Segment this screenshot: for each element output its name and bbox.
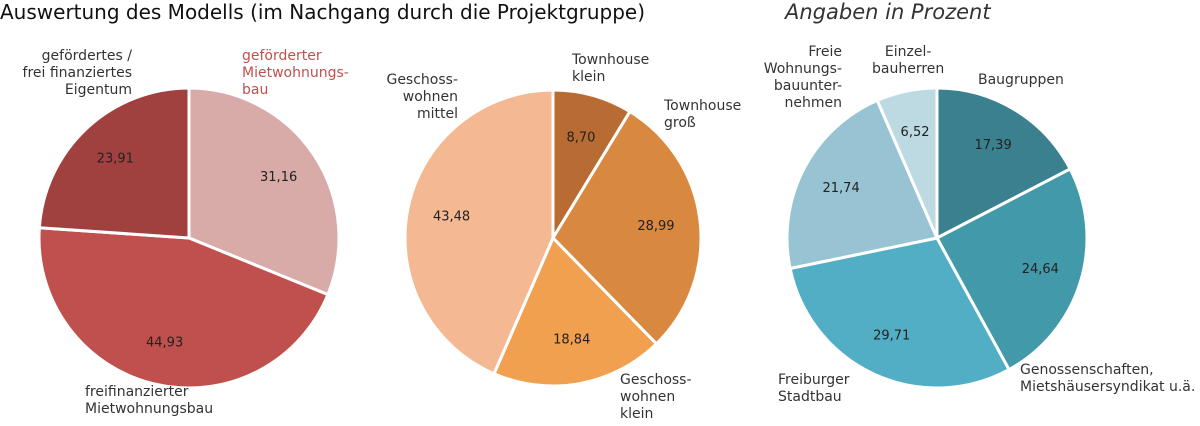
category-label: Freiburger Stadtbau	[778, 372, 850, 405]
value-label: 23,91	[97, 152, 134, 167]
pie-slice	[935, 86, 1073, 241]
value-label: 18,84	[553, 332, 590, 347]
category-label: Townhouse klein	[572, 52, 650, 85]
category-label: Einzel- bauherren	[872, 44, 945, 77]
value-label: 17,39	[975, 138, 1012, 153]
pie-slice	[551, 109, 703, 346]
pie-slice	[492, 235, 659, 388]
value-label: 21,74	[823, 181, 860, 196]
category-label: geförderter Mietwohnungs- bau	[242, 48, 349, 98]
value-label: 31,16	[260, 170, 297, 185]
category-label: Townhouse groß	[664, 98, 742, 131]
value-label: 29,71	[873, 329, 910, 344]
value-label: 8,70	[566, 131, 595, 146]
category-label: Baugruppen	[978, 72, 1064, 88]
subtitle: Angaben in Prozent	[785, 0, 991, 24]
value-label: 28,99	[637, 219, 674, 234]
value-label: 24,64	[1022, 262, 1059, 277]
category-label: Freie Wohnungs- bauunter- nehmen	[763, 44, 842, 111]
category-label: freifinanzierter Mietwohnungsbau	[85, 384, 214, 417]
pie-slice	[187, 86, 341, 297]
pie-slice	[37, 226, 330, 390]
pie-slice	[875, 86, 939, 239]
pie-slice	[934, 166, 1089, 372]
value-label: 6,52	[901, 125, 930, 140]
category-label: Genossenschaften, Mietshäusersyndikat u.…	[1020, 362, 1196, 395]
pie-slice	[403, 88, 555, 376]
value-label: 44,93	[146, 336, 183, 351]
pie-slice	[788, 236, 1012, 390]
pie-slice	[37, 86, 191, 240]
category-label: gefördertes / frei finanziertes Eigentum	[22, 48, 132, 98]
title: Auswertung des Modells (im Nachgang durc…	[0, 0, 646, 24]
category-label: Geschoss- wohnen mittel	[386, 72, 458, 122]
category-label: Geschoss- wohnen klein	[620, 372, 692, 422]
pie-slice	[785, 98, 940, 271]
value-label: 43,48	[433, 209, 470, 224]
